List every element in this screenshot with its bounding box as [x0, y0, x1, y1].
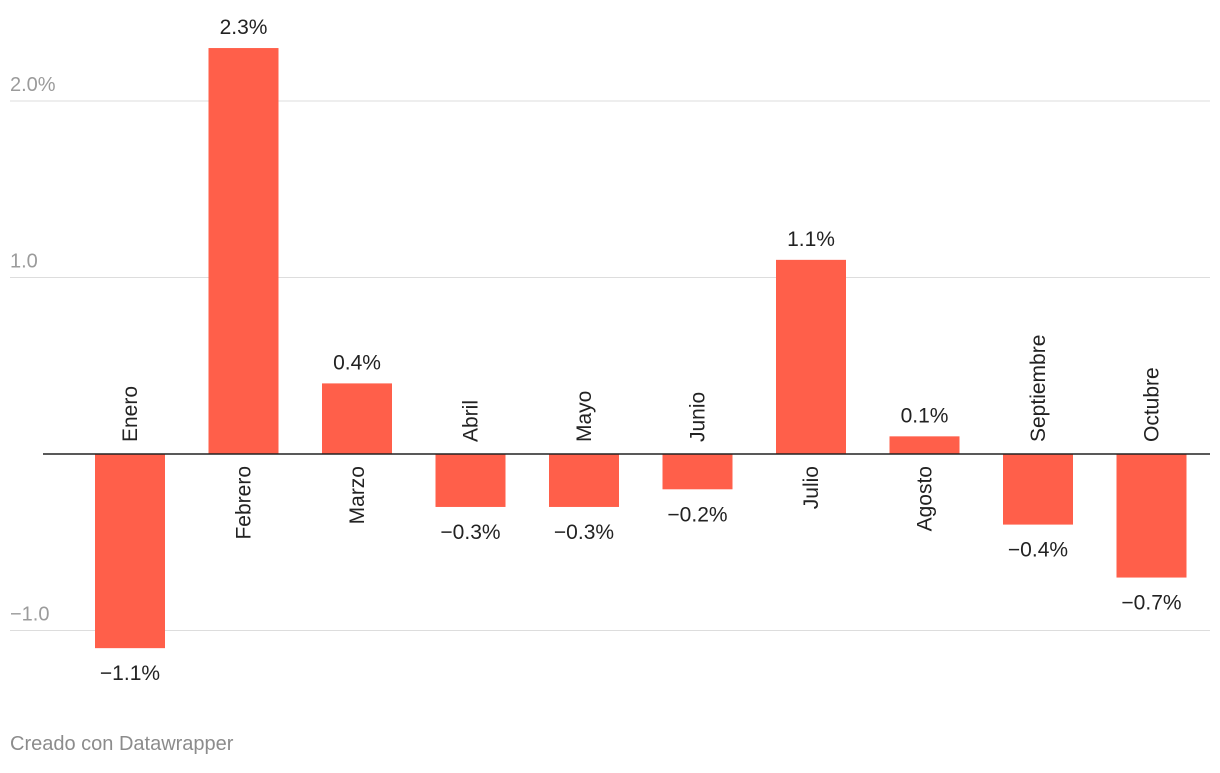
bar — [1003, 454, 1073, 525]
category-label: Enero — [119, 386, 142, 442]
y-tick-label: 1.0 — [10, 251, 38, 273]
category-label: Julio — [800, 466, 823, 509]
bar — [435, 454, 506, 507]
y-tick-label: −1.0 — [10, 604, 49, 626]
value-label: −0.3% — [554, 521, 614, 544]
bar — [1116, 454, 1187, 578]
credit-text: Creado con Datawrapper — [10, 733, 234, 755]
bar — [549, 454, 619, 507]
bar — [208, 48, 279, 455]
category-label: Agosto — [914, 466, 937, 531]
bar — [889, 436, 960, 454]
value-label: −0.4% — [1008, 539, 1068, 562]
value-label: −0.3% — [440, 521, 500, 544]
value-label: 2.3% — [220, 16, 268, 39]
bar — [322, 383, 392, 454]
value-label: 1.1% — [787, 228, 835, 251]
value-label: 0.1% — [901, 404, 949, 427]
category-label: Mayo — [573, 391, 596, 442]
value-label: −1.1% — [100, 662, 160, 685]
bar — [662, 454, 733, 490]
y-tick-label: 2.0% — [10, 74, 56, 96]
category-label: Marzo — [346, 466, 369, 524]
bar — [95, 454, 165, 649]
category-label: Junio — [687, 392, 710, 442]
value-label: −0.2% — [667, 503, 727, 526]
category-label: Febrero — [233, 466, 256, 540]
category-label: Octubre — [1141, 367, 1164, 442]
value-label: 0.4% — [333, 351, 381, 374]
category-label: Septiembre — [1027, 335, 1050, 442]
category-label: Abril — [460, 400, 483, 442]
bar — [776, 259, 846, 454]
value-label: −0.7% — [1121, 592, 1181, 615]
